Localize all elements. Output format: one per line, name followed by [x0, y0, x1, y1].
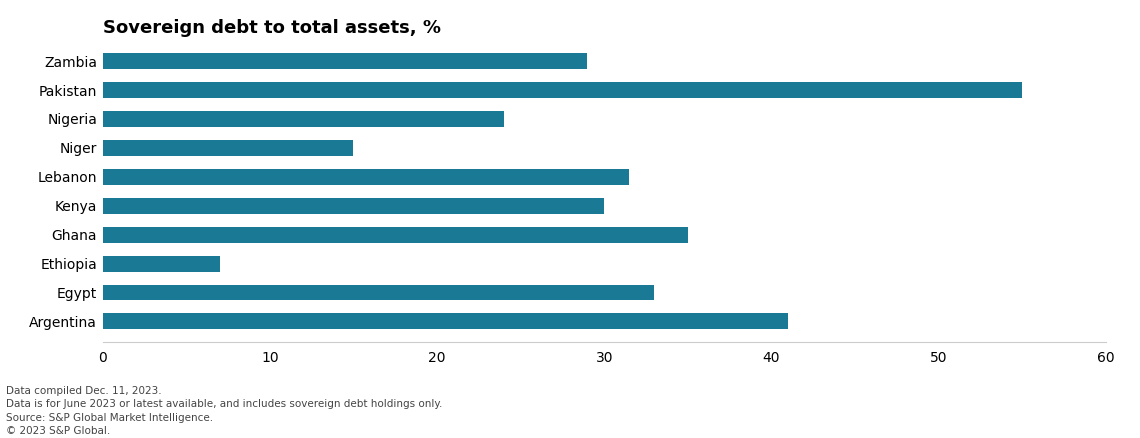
Bar	[103, 140, 353, 156]
Bar	[103, 256, 220, 272]
Bar	[103, 285, 654, 300]
Bar	[103, 82, 1023, 98]
Bar	[103, 198, 604, 214]
Bar	[103, 169, 629, 185]
Bar	[103, 314, 788, 329]
Bar	[103, 227, 687, 243]
Bar	[103, 53, 587, 69]
Text: Data compiled Dec. 11, 2023.
Data is for June 2023 or latest available, and incl: Data compiled Dec. 11, 2023. Data is for…	[6, 386, 442, 436]
Text: Sovereign debt to total assets, %: Sovereign debt to total assets, %	[103, 19, 440, 37]
Bar	[103, 111, 504, 127]
